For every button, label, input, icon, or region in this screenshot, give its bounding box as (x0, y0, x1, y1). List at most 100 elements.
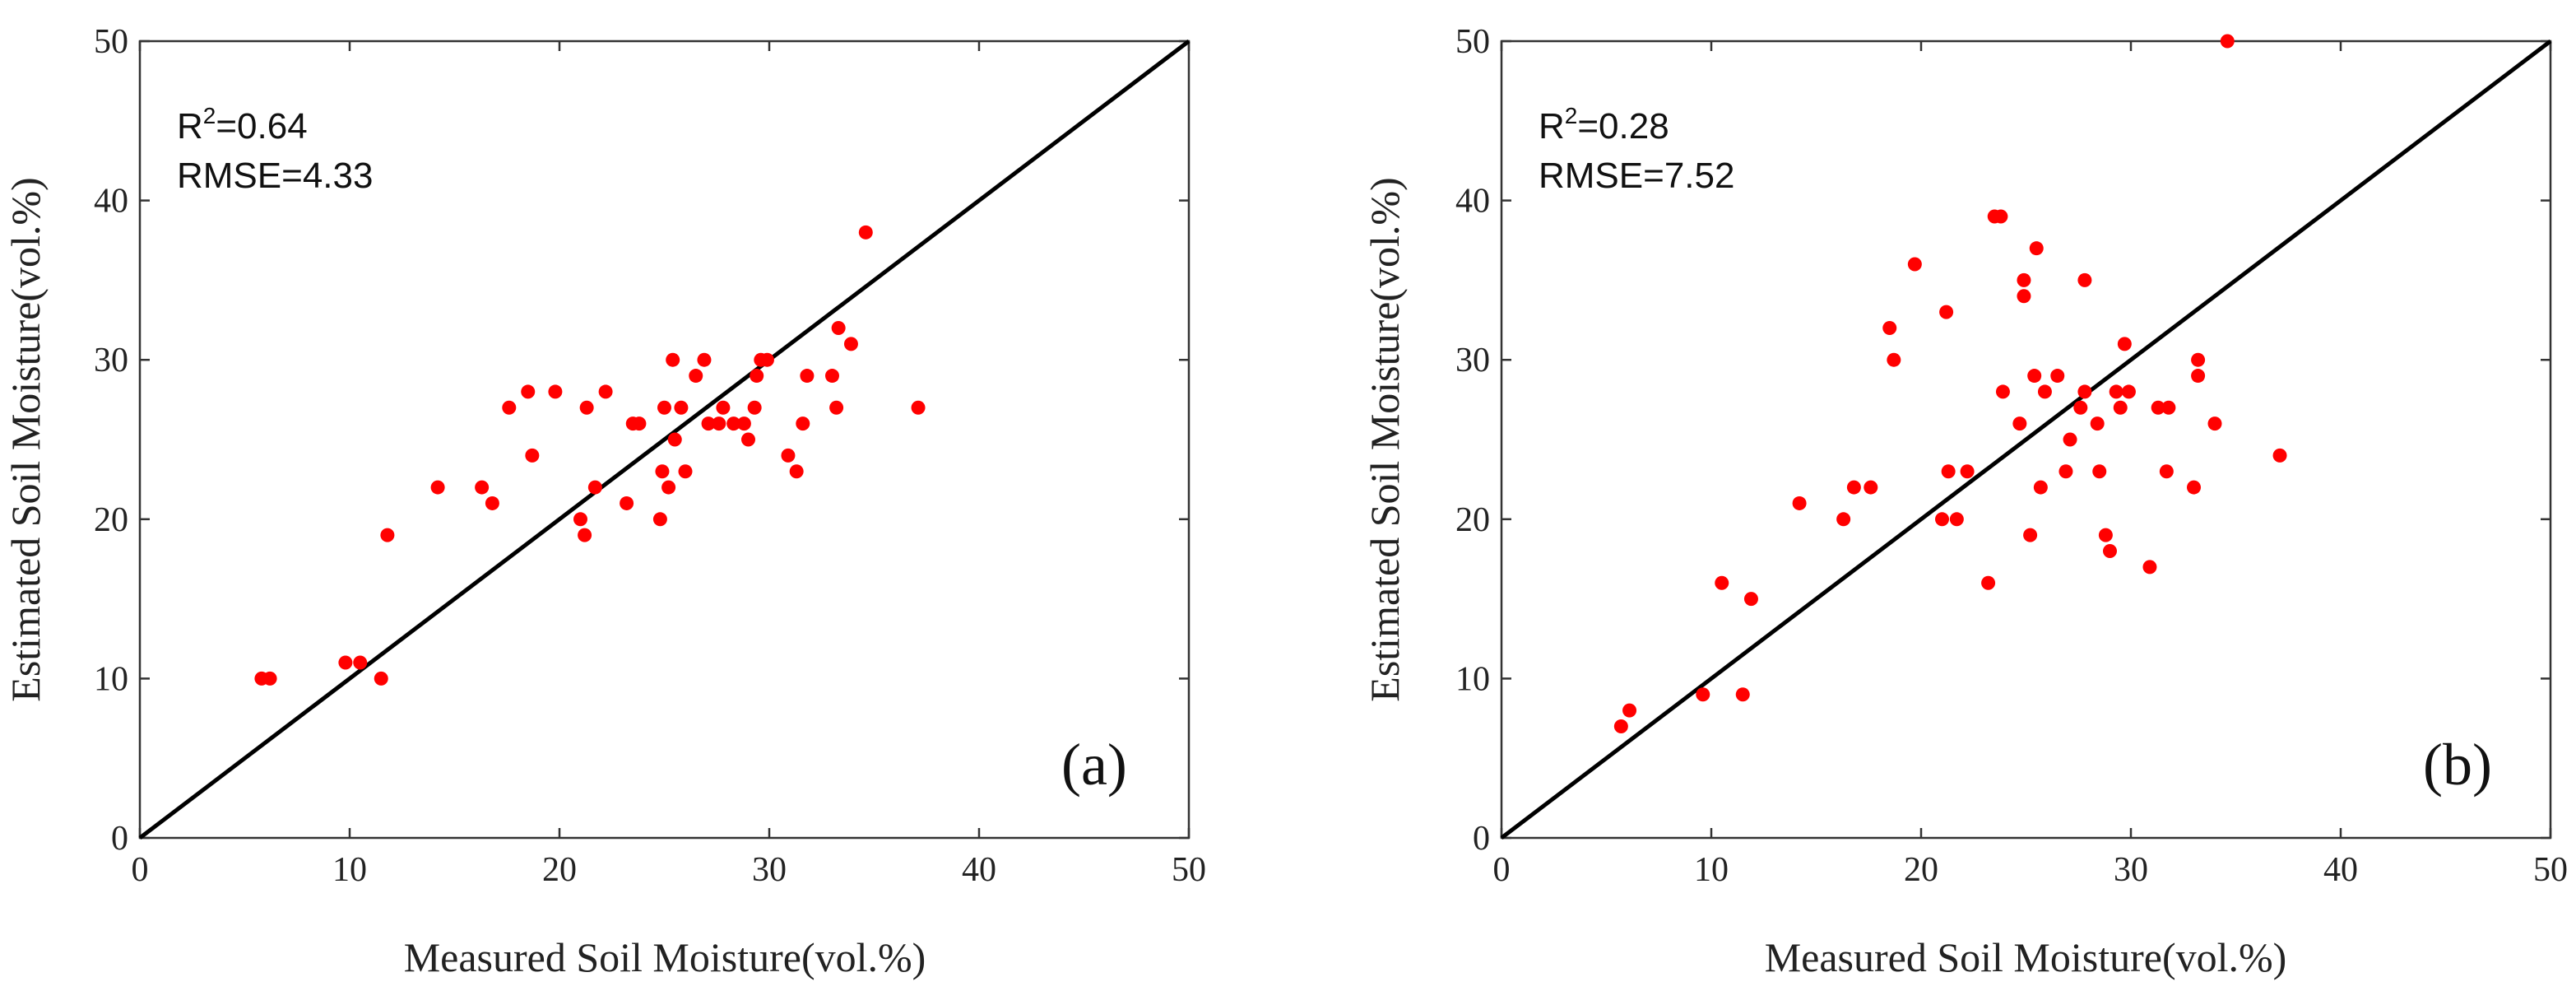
x-tick-label-b: 50 (2533, 851, 2568, 889)
data-point-a (829, 400, 844, 415)
x-tick-label-a: 30 (752, 851, 787, 889)
x-tick-label-a: 50 (1172, 851, 1206, 889)
data-point-b (1995, 384, 2010, 399)
data-point-a (697, 352, 712, 367)
data-point-b (1735, 687, 1750, 702)
data-point-b (2117, 337, 2132, 351)
rmse-stat-a: RMSE=4.33 (177, 156, 373, 196)
y-tick-label-a: 40 (94, 183, 128, 221)
data-point-a (652, 512, 667, 527)
y-tick-label-a: 10 (94, 660, 128, 698)
data-point-a (380, 528, 395, 542)
data-point-a (262, 671, 277, 686)
data-point-b (2073, 400, 2088, 415)
data-point-b (2012, 416, 2027, 431)
data-point-a (831, 320, 846, 335)
axes-frame-b (1500, 40, 2552, 840)
data-point-a (587, 480, 602, 495)
data-point-a (661, 480, 676, 495)
data-point-b (2161, 400, 2176, 415)
y-tick-label-b: 50 (1455, 23, 1490, 61)
data-point-b (2151, 400, 2165, 415)
data-point-a (430, 480, 445, 495)
data-point-b (2050, 369, 2065, 384)
x-tick-label-b: 10 (1694, 851, 1729, 889)
data-point-b (1846, 480, 1861, 495)
data-point-b (2109, 384, 2123, 399)
y-axis-title-b: Estimated Soil Moisture(vol.%) (1362, 177, 1408, 701)
data-point-a (674, 400, 689, 415)
data-point-a (800, 369, 815, 384)
data-point-b (2159, 464, 2174, 479)
data-point-b (2033, 480, 2048, 495)
y-tick-label-a: 50 (94, 23, 128, 61)
x-tick-label-a: 0 (132, 851, 149, 889)
data-point-b (1960, 464, 1975, 479)
data-point-b (2220, 34, 2235, 49)
data-point-b (2077, 272, 2092, 287)
data-point-a (759, 352, 774, 367)
data-point-a (789, 464, 804, 479)
y-tick-label-b: 40 (1455, 183, 1490, 221)
data-point-a (716, 400, 731, 415)
data-point-a (657, 400, 671, 415)
x-tick-label-b: 0 (1493, 851, 1511, 889)
data-point-b (1696, 687, 1710, 702)
x-tick-label-b: 30 (2114, 851, 2148, 889)
data-point-b (1613, 719, 1628, 733)
data-point-a (781, 448, 796, 463)
data-point-a (701, 416, 716, 431)
data-point-b (2077, 384, 2092, 399)
data-point-a (712, 416, 726, 431)
x-tick-label-a: 20 (542, 851, 577, 889)
data-point-b (1836, 512, 1851, 527)
data-point-a (741, 432, 755, 447)
data-point-b (2121, 384, 2136, 399)
data-point-b (1743, 592, 1758, 607)
data-point-a (843, 337, 858, 351)
data-point-a (521, 384, 536, 399)
data-point-a (667, 432, 682, 447)
data-point-a (825, 369, 839, 384)
data-point-b (2058, 464, 2073, 479)
data-point-b (1792, 496, 1807, 510)
data-point-b (1715, 575, 1729, 590)
data-point-a (475, 480, 490, 495)
one-to-one-line-b (1500, 40, 2552, 840)
x-tick-label-a: 40 (962, 851, 996, 889)
data-point-b (1887, 352, 1901, 367)
data-point-a (353, 655, 368, 670)
data-point-a (578, 528, 592, 542)
data-point-a (374, 671, 388, 686)
data-point-b (2113, 400, 2128, 415)
data-point-a (632, 416, 647, 431)
data-point-b (2207, 416, 2222, 431)
one-to-one-line-a (138, 40, 1191, 840)
data-point-b (1993, 209, 2008, 224)
data-point-b (2023, 528, 2038, 542)
data-point-b (1882, 320, 1897, 335)
data-point-a (573, 512, 587, 527)
data-point-a (338, 655, 353, 670)
y-tick-label-a: 0 (111, 820, 128, 858)
data-point-a (502, 400, 517, 415)
data-point-a (911, 400, 926, 415)
plot-area-a: 0 10 20 30 40 50 0 10 20 30 40 50 (94, 23, 1206, 889)
y-tick-label-b: 30 (1455, 342, 1490, 379)
axes-frame-a (138, 40, 1191, 840)
data-point-a (747, 400, 762, 415)
data-point-b (2017, 272, 2031, 287)
x-axis-title-b: Measured Soil Moisture(vol.%) (1765, 934, 2287, 980)
data-point-a (736, 416, 751, 431)
data-point-b (1935, 512, 1949, 527)
data-point-a (678, 464, 693, 479)
data-point-a (598, 384, 613, 399)
data-point-b (2090, 416, 2105, 431)
rmse-stat-b: RMSE=7.52 (1539, 156, 1734, 196)
data-point-a (548, 384, 563, 399)
panel-b: Estimated Soil Moisture(vol.%) Measured … (1362, 23, 2568, 980)
data-point-b (2027, 369, 2042, 384)
r2-stat-b: R2=0.28 (1539, 103, 1669, 147)
data-point-a (620, 496, 634, 510)
